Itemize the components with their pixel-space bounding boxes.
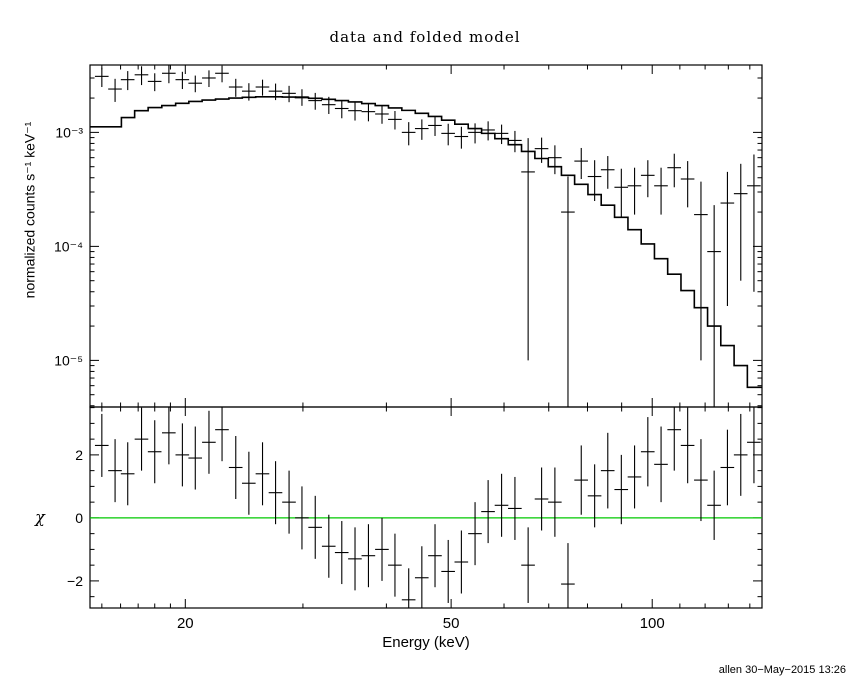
tick-label: 10⁻⁵ xyxy=(54,352,83,368)
tick-label: 0 xyxy=(75,510,83,526)
y-axis-label-chi: χ xyxy=(35,507,45,527)
tick-label: 2 xyxy=(75,447,83,463)
tick-label: 50 xyxy=(443,615,460,632)
bottom-panel-frame xyxy=(89,406,763,609)
tick-label: 100 xyxy=(640,615,665,632)
tick-label: 20 xyxy=(177,615,194,632)
tick-label: 10⁻³ xyxy=(55,124,83,140)
plot-title: data and folded model xyxy=(329,28,521,46)
tick-label: 10⁻⁴ xyxy=(54,238,83,254)
timestamp-label: allen 30−May−2015 13:26 xyxy=(718,664,846,676)
tick-label: −2 xyxy=(67,573,83,589)
folded-model-line xyxy=(90,96,762,389)
x-axis-label: Energy (keV) xyxy=(382,634,470,651)
y-axis-label-top: normalized counts s⁻¹ keV⁻¹ xyxy=(21,121,38,299)
top-panel-frame xyxy=(89,64,763,408)
